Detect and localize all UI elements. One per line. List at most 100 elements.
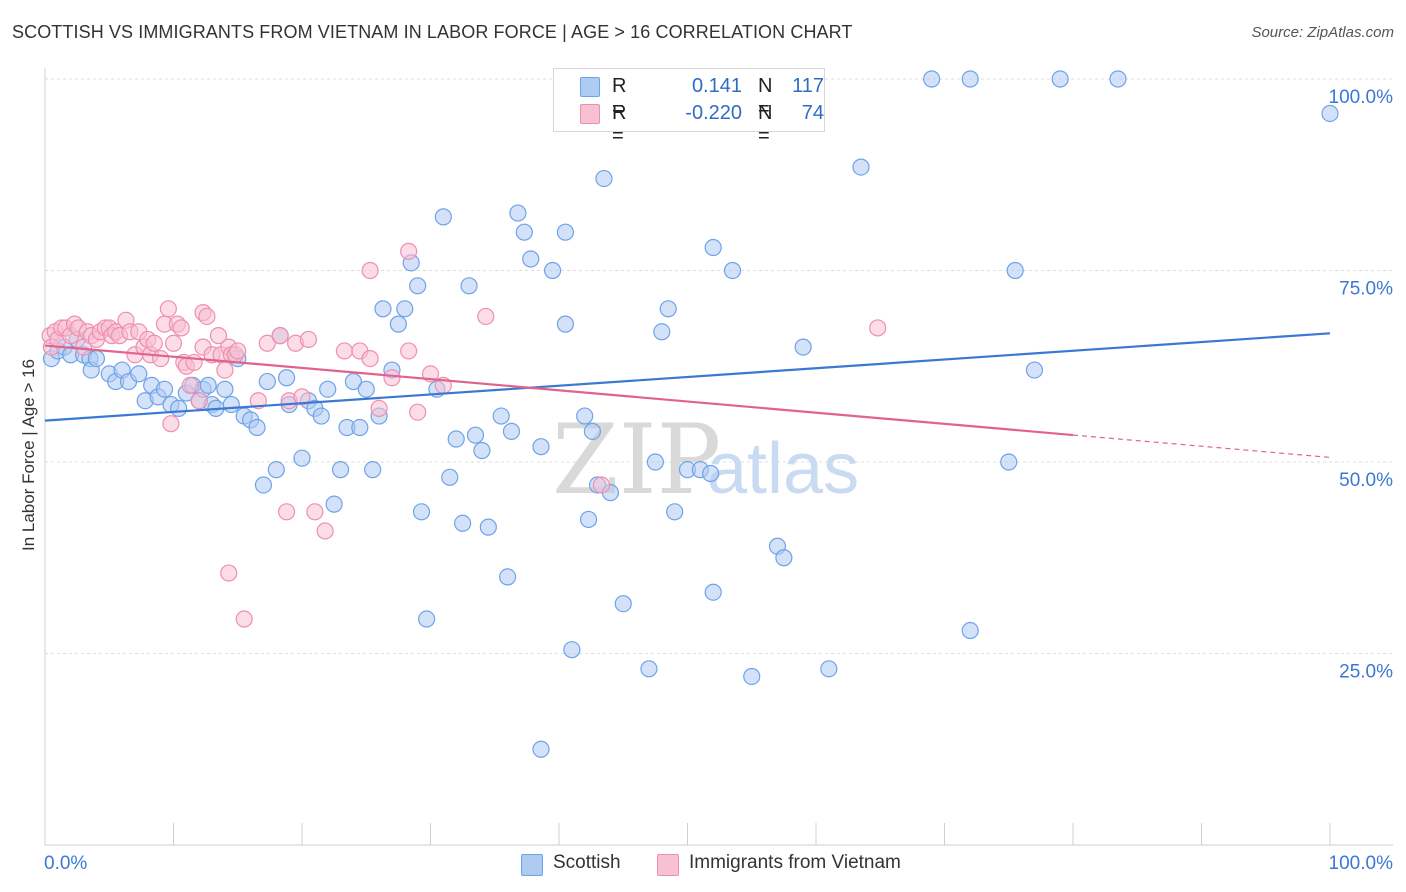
scatter-point — [222, 395, 240, 414]
scatter-point — [258, 372, 276, 391]
scatter-point — [522, 250, 540, 268]
scatter-point — [473, 441, 491, 460]
scatter-point — [454, 514, 472, 532]
tick-labels: 25.0% 50.0% 75.0% 100.0% 0.0% 100.0% — [44, 87, 1393, 874]
scatter-point — [389, 315, 407, 333]
scatter-point — [361, 261, 379, 280]
trend-line — [44, 344, 1074, 437]
scatter-point — [130, 365, 148, 383]
scatter-point — [164, 334, 183, 352]
scatter-point — [441, 468, 459, 486]
scatter-point — [170, 399, 188, 417]
scatter-point — [152, 349, 170, 368]
y-tick-label: 75.0% — [1339, 279, 1393, 300]
bottom-swatch-vietnam — [657, 854, 679, 876]
legend-n-value: 74 — [801, 102, 824, 124]
scatter-point — [702, 464, 720, 483]
legend-r-label: R = — [612, 75, 627, 120]
scatter-point — [331, 461, 350, 479]
scatter-point — [293, 449, 311, 467]
scatter-point — [640, 660, 658, 678]
scatter-point — [666, 503, 684, 521]
watermark-atlas: atlas — [707, 429, 859, 509]
scatter-point — [1051, 70, 1069, 88]
scatter-point — [190, 392, 208, 410]
scatter-point — [198, 307, 216, 326]
scatter-point — [357, 380, 375, 398]
scatter-point — [159, 300, 177, 318]
scatter-point — [364, 461, 382, 479]
scatter-point — [923, 70, 941, 88]
scatter-point — [306, 503, 324, 521]
scatter-point — [556, 315, 575, 333]
scatter-point — [199, 376, 217, 394]
trend-line — [44, 332, 1331, 422]
bottom-legend-label: Scottish — [553, 852, 621, 873]
scatter-point — [312, 407, 330, 425]
bottom-swatch-scottish — [521, 854, 543, 876]
scatter-point — [87, 349, 106, 368]
bottom-legend-label: Immigrants from Vietnam — [689, 852, 901, 873]
scatter-point — [299, 330, 318, 349]
scatter-point — [220, 564, 238, 582]
scatter-point — [267, 461, 285, 479]
scatter-point — [869, 319, 887, 337]
scatter-point — [293, 388, 311, 406]
scatter-point — [595, 169, 613, 188]
scatter-point — [248, 418, 266, 437]
scatter-point — [477, 307, 495, 326]
legend-r-value: 0.141 — [691, 75, 742, 97]
scatter-point — [145, 334, 163, 352]
source-credit: Source: ZipAtlas.com — [1251, 24, 1394, 41]
axes — [44, 68, 1393, 846]
points-vietnam — [41, 242, 887, 628]
scatter-point — [1109, 70, 1127, 88]
scatter-point — [344, 372, 362, 391]
scatter-point — [723, 261, 742, 280]
scatter-point — [412, 503, 431, 521]
grid-lines — [45, 78, 1393, 654]
y-axis-label: In Labor Force | Age > 16 — [19, 359, 38, 551]
scatter-point — [961, 70, 979, 88]
scatter-point — [370, 399, 388, 417]
scatter-point — [460, 277, 478, 295]
scatter-point — [579, 510, 598, 529]
scatter-point — [653, 323, 671, 341]
scatter-point — [509, 204, 527, 222]
scatter-point — [335, 342, 354, 360]
scatter-point — [155, 380, 174, 398]
scatter-point — [515, 223, 533, 241]
scatter-point — [659, 300, 677, 318]
scatter-point — [466, 426, 485, 444]
scatter-point — [319, 380, 337, 398]
scatter-point — [209, 327, 228, 345]
scatter-point — [409, 277, 427, 295]
scatter-point — [794, 338, 812, 356]
scatter-point — [532, 438, 550, 456]
legend-n-label: N = — [758, 102, 773, 147]
scatter-point — [583, 422, 602, 440]
scatter-point — [646, 453, 664, 471]
scatter-point — [229, 342, 247, 360]
scatter-point — [409, 403, 427, 421]
scatter-point — [351, 418, 369, 437]
trend-lines — [44, 332, 1331, 459]
scatter-point — [254, 476, 273, 494]
scatter-point — [277, 503, 296, 521]
scatter-point — [374, 300, 392, 318]
scatter-point — [316, 522, 334, 540]
scatter-point — [400, 342, 418, 360]
legend-swatch-scottish — [580, 77, 600, 97]
points-scottish — [42, 70, 1339, 758]
scatter-point — [502, 422, 521, 440]
scatter-point — [400, 242, 418, 260]
scatter-point — [181, 376, 199, 394]
scatter-point — [418, 610, 436, 628]
scatter-point — [162, 415, 180, 433]
scatter-point — [447, 430, 465, 448]
x-tick-label: 100.0% — [1329, 853, 1394, 874]
scatter-point — [479, 518, 497, 536]
scatter-point — [820, 660, 838, 678]
scatter-point — [396, 300, 414, 318]
